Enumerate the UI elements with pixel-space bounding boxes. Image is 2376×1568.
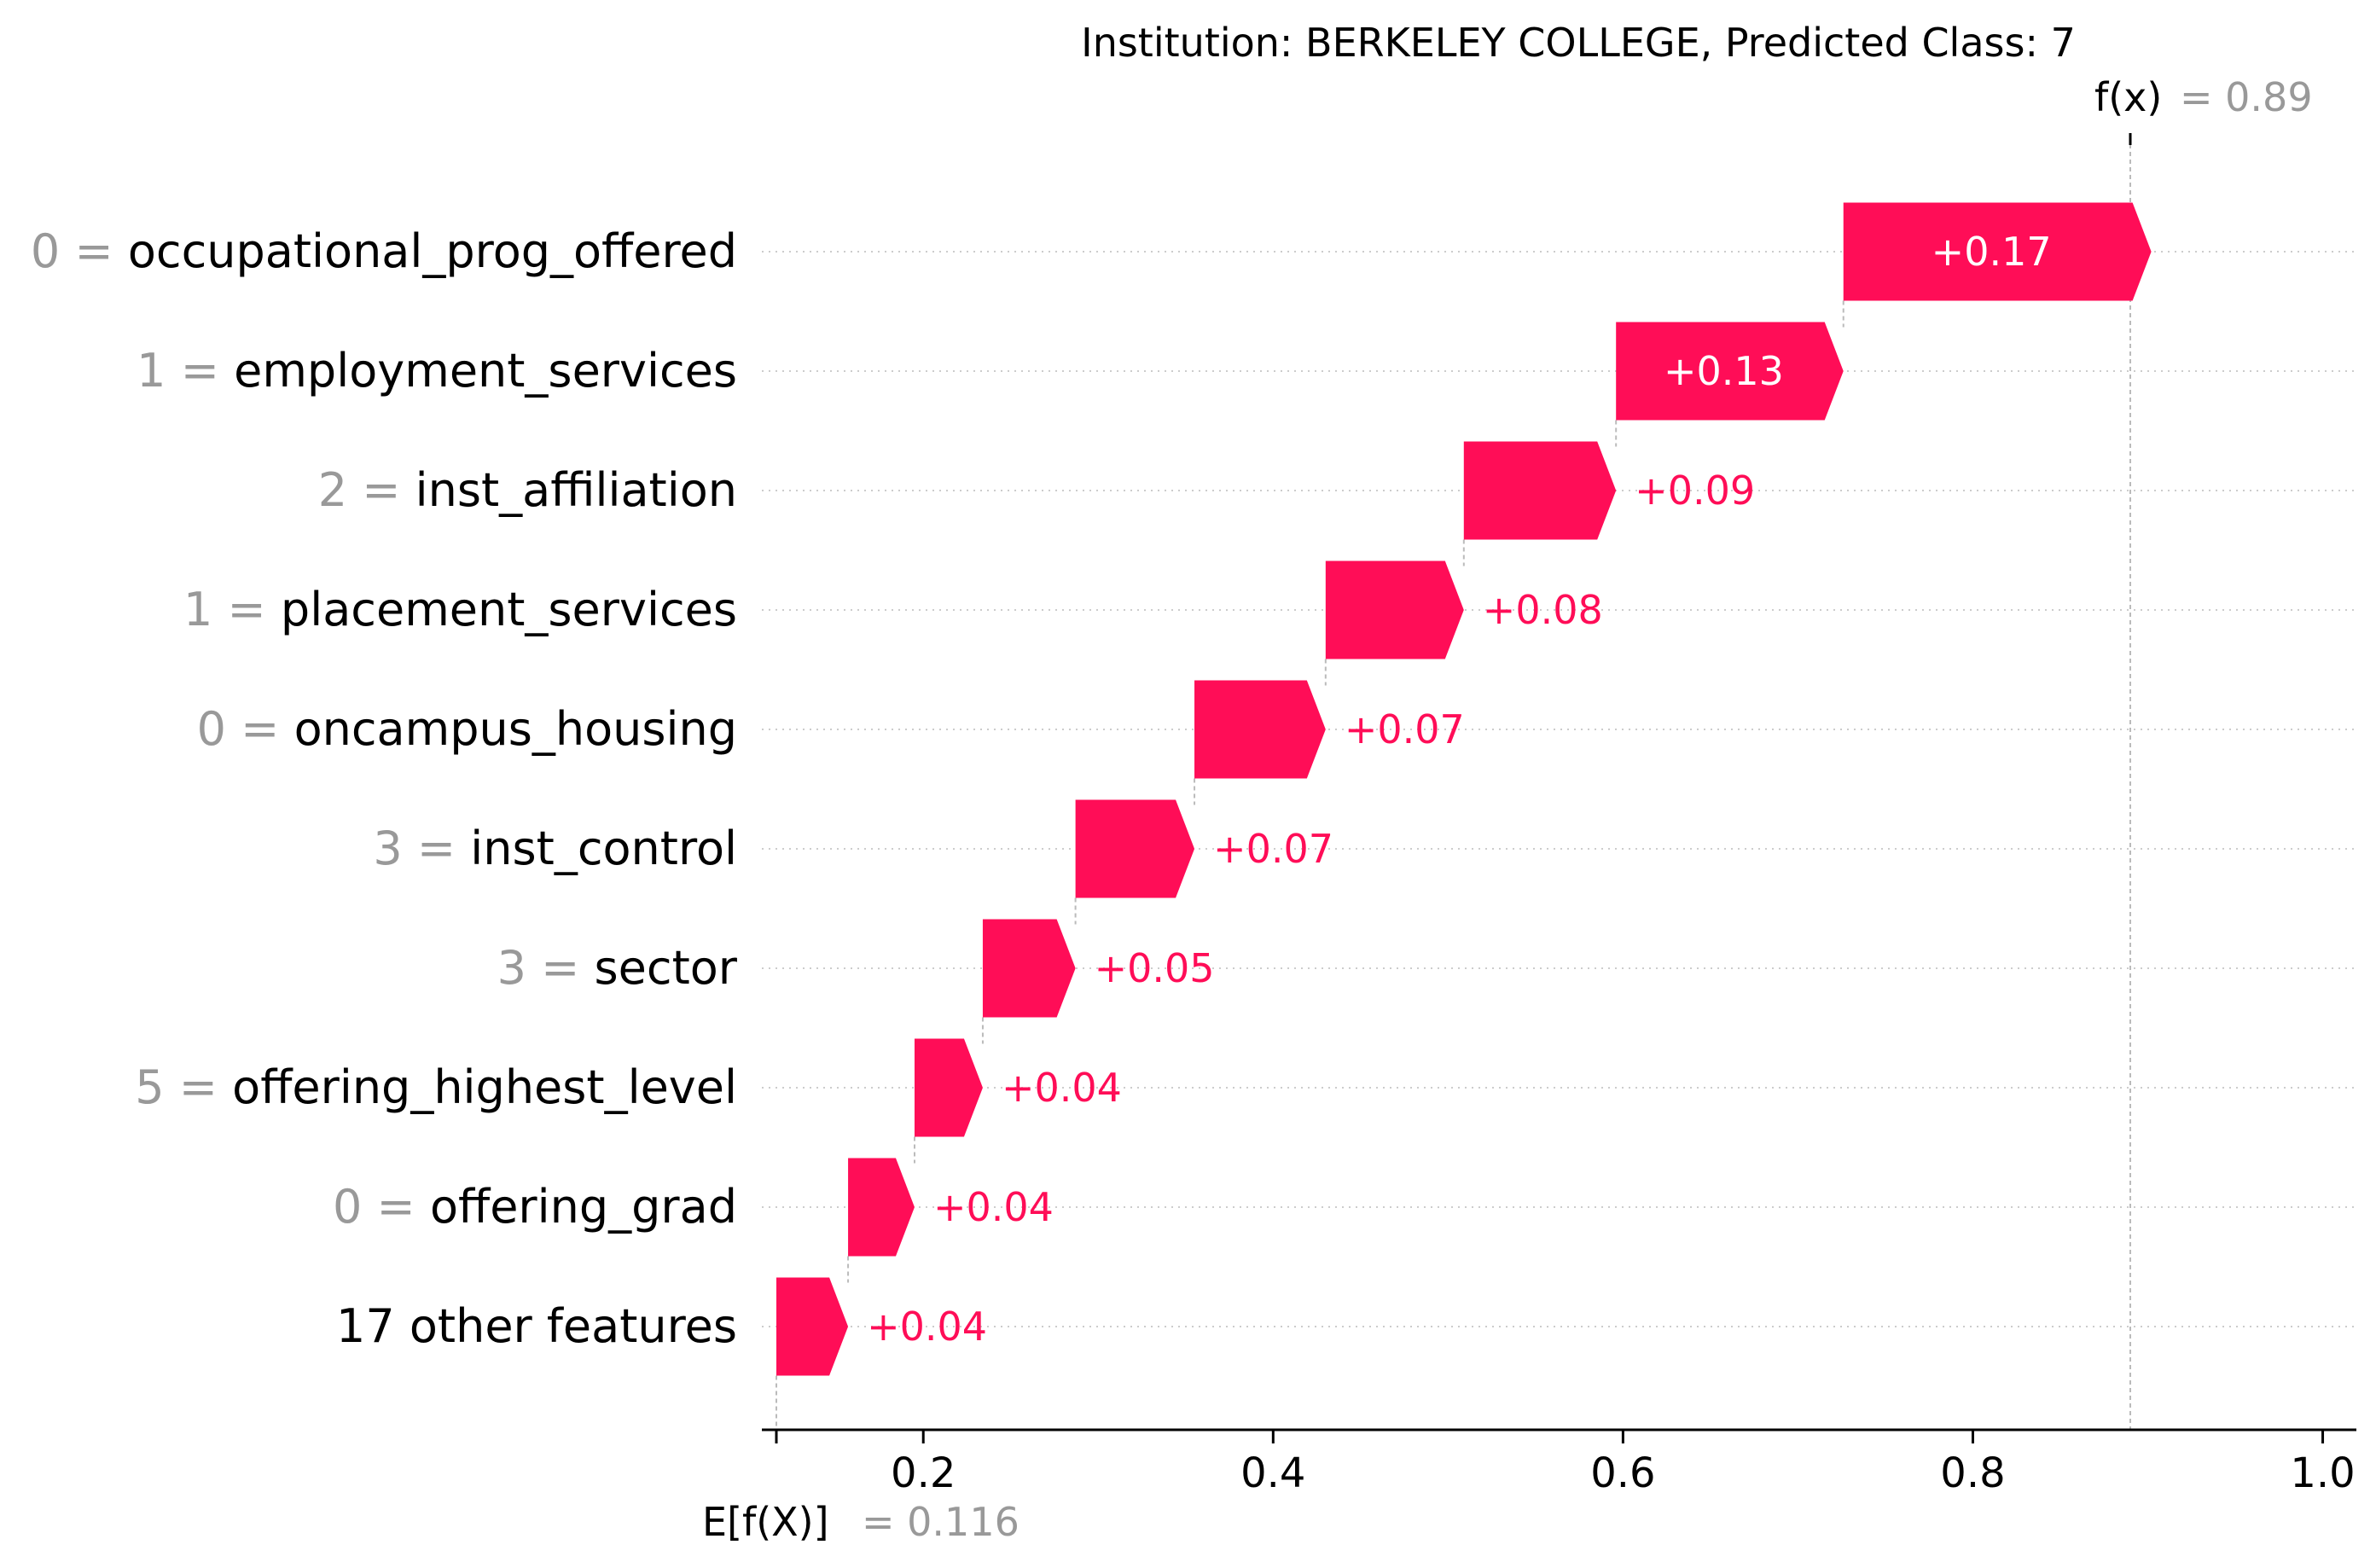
x-tick-label: 0.8 xyxy=(1940,1449,2005,1497)
contribution-label: +0.13 xyxy=(1664,348,1784,394)
contribution-bar xyxy=(1616,322,1844,421)
feature-label: 3 = sector xyxy=(497,941,738,995)
contribution-bars xyxy=(776,202,2152,1376)
feature-label: 0 = offering_grad xyxy=(333,1180,737,1234)
feature-name: 17 other features xyxy=(336,1299,737,1353)
feature-label: 5 = offering_highest_level xyxy=(135,1060,737,1114)
x-tick-label: 1.0 xyxy=(2290,1449,2355,1497)
contribution-label: +0.05 xyxy=(1095,945,1215,991)
contribution-label: +0.17 xyxy=(1932,229,2052,275)
feature-label: 17 other features xyxy=(336,1299,737,1353)
feature-value: 0 = xyxy=(197,702,294,756)
x-tick-label: 0.4 xyxy=(1240,1449,1305,1497)
expected-value-label: E[f(X)] xyxy=(702,1499,829,1545)
feature-name: employment_services xyxy=(234,344,737,398)
feature-value: 5 = xyxy=(135,1060,232,1114)
connector-lines xyxy=(776,136,2131,1430)
contribution-label: +0.04 xyxy=(867,1304,987,1350)
feature-name: offering_grad xyxy=(430,1180,737,1234)
contribution-bar xyxy=(1843,202,2152,301)
contribution-bar xyxy=(1194,680,1326,779)
feature-value: 3 = xyxy=(373,822,470,875)
contribution-label: +0.04 xyxy=(1002,1065,1122,1111)
feature-value: 1 = xyxy=(183,583,281,636)
contribution-label: +0.08 xyxy=(1483,587,1603,633)
contribution-bar xyxy=(1325,560,1464,659)
feature-label: 0 = occupational_prog_offered xyxy=(31,224,737,278)
x-axis: 0.2 0.4 0.6 0.8 1.0 E[f(X)] = 0.116 f(x) = 0.89 xyxy=(702,74,2356,1545)
feature-value: 0 = xyxy=(333,1180,430,1234)
feature-value: 2 = xyxy=(318,463,415,517)
fx-label: f(x) xyxy=(2094,74,2162,120)
feature-labels: +0.17 0 = occupational_prog_offered +0.13 1… xyxy=(31,224,2052,1353)
contribution-bar xyxy=(776,1277,849,1376)
fx-value: = 0.89 xyxy=(2180,74,2313,120)
feature-name: oncampus_housing xyxy=(294,702,737,756)
contribution-label: +0.07 xyxy=(1345,706,1465,752)
contribution-label: +0.07 xyxy=(1213,826,1333,872)
contribution-bar xyxy=(848,1158,915,1257)
x-tick-label: 0.6 xyxy=(1590,1449,1655,1497)
contribution-bar xyxy=(1463,441,1617,540)
row-gridlines xyxy=(762,251,2356,1327)
contribution-label: +0.09 xyxy=(1635,467,1755,514)
feature-value: 3 = xyxy=(497,941,595,995)
feature-name: offering_highest_level xyxy=(232,1060,737,1114)
contribution-bar xyxy=(1075,799,1195,898)
feature-name: inst_affiliation xyxy=(415,463,737,517)
x-tick-label: 0.2 xyxy=(891,1449,956,1497)
feature-label: 3 = inst_control xyxy=(373,822,737,875)
feature-label: 1 = employment_services xyxy=(137,344,737,398)
feature-label: 2 = inst_affiliation xyxy=(318,463,737,517)
feature-label: 0 = oncampus_housing xyxy=(197,702,737,756)
feature-name: occupational_prog_offered xyxy=(128,224,737,278)
feature-value: 1 = xyxy=(137,344,234,398)
feature-value: 0 = xyxy=(31,224,128,278)
feature-name: inst_control xyxy=(470,822,737,875)
feature-name: sector xyxy=(595,941,738,995)
expected-value: = 0.116 xyxy=(862,1499,1020,1545)
chart-title: Institution: BERKELEY COLLEGE, Predicted… xyxy=(1081,20,2076,66)
contribution-bar xyxy=(982,919,1076,1018)
contribution-label: +0.04 xyxy=(933,1184,1054,1230)
feature-label: 1 = placement_services xyxy=(183,583,737,636)
feature-name: placement_services xyxy=(281,583,737,636)
contribution-bar xyxy=(914,1038,983,1137)
